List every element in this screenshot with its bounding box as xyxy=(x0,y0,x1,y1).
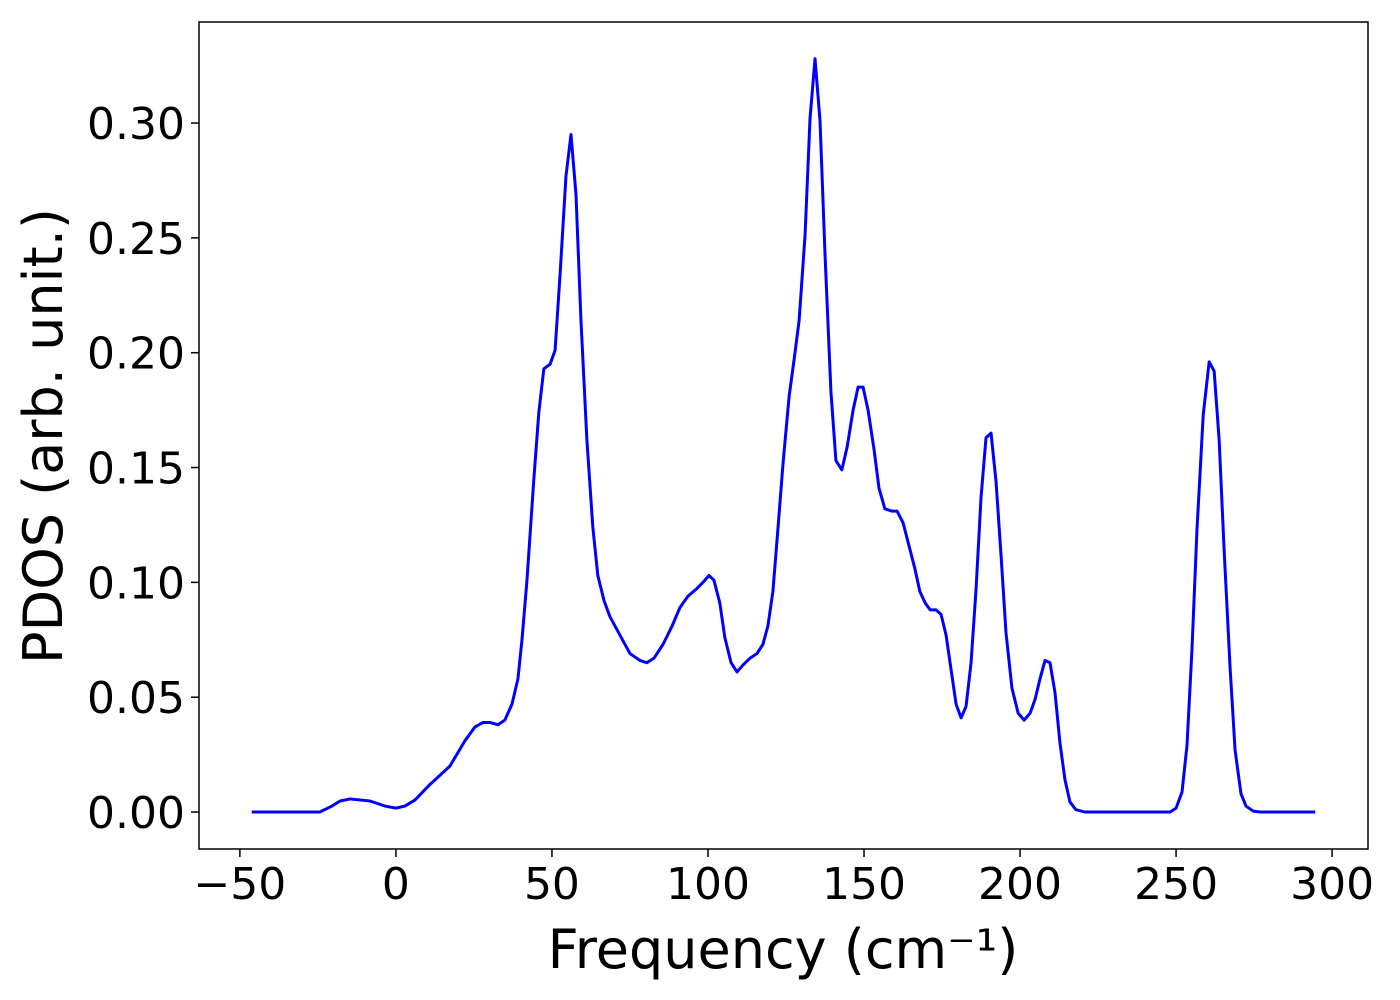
y-tick-label: 0.15 xyxy=(87,444,185,495)
x-tick-label: 100 xyxy=(666,859,750,910)
plot-frame xyxy=(198,21,1369,850)
y-axis-label: PDOS (arb. unit.) xyxy=(12,208,75,664)
y-tick-label: 0.30 xyxy=(87,99,185,150)
x-tick-label: 250 xyxy=(1134,859,1218,910)
y-tick-label: 0.20 xyxy=(87,329,185,380)
y-tick-label: 0.05 xyxy=(87,673,185,724)
x-tick-label: 150 xyxy=(822,859,906,910)
y-tick-label: 0.25 xyxy=(87,214,185,265)
x-tick-label: −50 xyxy=(193,859,286,910)
y-tick-label: 0.00 xyxy=(87,788,185,839)
x-tick-label: 300 xyxy=(1290,859,1374,910)
x-axis-label: Frequency (cm⁻¹) xyxy=(548,918,1019,981)
x-tick-label: 200 xyxy=(978,859,1062,910)
line-series xyxy=(251,57,1316,814)
y-tick-label: 0.10 xyxy=(87,558,185,609)
x-tick-label: 0 xyxy=(382,859,410,910)
x-tick-label: 50 xyxy=(524,859,580,910)
